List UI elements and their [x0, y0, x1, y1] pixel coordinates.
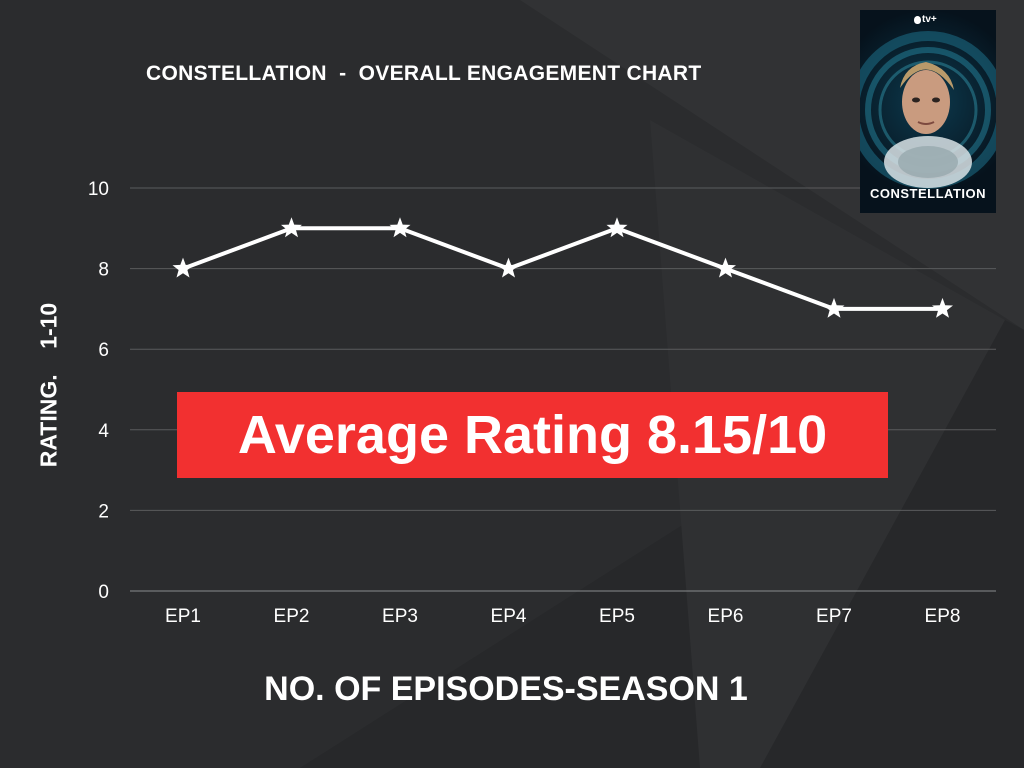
- x-tick-label: EP2: [274, 606, 310, 627]
- y-tick-label: 4: [98, 421, 109, 442]
- show-poster: tv+ CONSTELLATION: [860, 10, 996, 213]
- data-point-star: [715, 257, 736, 278]
- data-point-star: [498, 257, 519, 278]
- data-point-star: [172, 257, 194, 278]
- chart-title: CONSTELLATION - OVERALL ENGAGEMENT CHART: [146, 62, 702, 85]
- series-line: [182, 226, 943, 311]
- x-tick-label: EP1: [165, 606, 201, 627]
- data-point-star: [606, 217, 628, 238]
- x-axis-label: NO. OF EPISODES-SEASON 1: [264, 670, 748, 708]
- data-point-star: [823, 297, 845, 318]
- data-point-star: [281, 217, 302, 238]
- data-point-star: [389, 217, 411, 238]
- x-tick-label: EP6: [708, 606, 744, 627]
- x-tick-label: EP5: [599, 606, 635, 627]
- y-tick-label: 8: [98, 260, 109, 281]
- y-tick-label: 2: [98, 501, 109, 522]
- x-tick-label: EP8: [925, 606, 961, 627]
- poster-brand: tv+: [922, 14, 937, 25]
- x-tick-label: EP4: [491, 606, 527, 627]
- x-tick-label: EP7: [816, 606, 852, 627]
- apple-icon: [914, 16, 921, 24]
- poster-name: CONSTELLATION: [869, 186, 987, 201]
- y-tick-label: 0: [98, 582, 109, 603]
- x-tick-label: EP3: [382, 606, 418, 627]
- data-point-star: [932, 297, 953, 318]
- y-tick-label: 6: [98, 340, 109, 361]
- y-axis-label: RATING. 1-10: [35, 302, 62, 468]
- average-rating-banner: Average Rating 8.15/10: [177, 392, 888, 478]
- y-tick-label: 10: [88, 179, 109, 200]
